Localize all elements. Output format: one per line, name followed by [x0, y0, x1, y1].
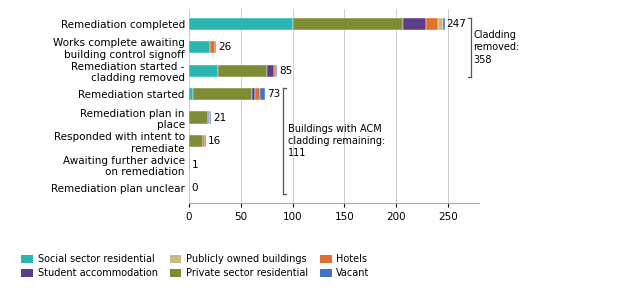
Text: 1: 1 — [192, 160, 198, 170]
Text: 16: 16 — [208, 136, 221, 146]
Text: Buildings with ACM
cladding remaining:
111: Buildings with ACM cladding remaining: 1… — [289, 124, 386, 158]
Bar — [218, 64, 266, 77]
Bar — [189, 111, 208, 124]
Bar — [266, 64, 274, 77]
Text: 73: 73 — [266, 89, 280, 99]
Bar — [193, 88, 252, 100]
Bar — [189, 64, 218, 77]
Bar — [260, 88, 265, 100]
Bar — [189, 17, 292, 30]
Bar — [438, 17, 442, 30]
Bar — [426, 17, 438, 30]
Text: Cladding
removed:
358: Cladding removed: 358 — [474, 30, 520, 65]
Bar — [203, 135, 205, 147]
Bar — [252, 88, 255, 100]
Bar — [442, 17, 445, 30]
Bar — [255, 88, 260, 100]
Bar — [189, 158, 190, 171]
Bar — [403, 17, 426, 30]
Bar — [189, 41, 210, 53]
Text: 85: 85 — [279, 66, 292, 76]
Bar — [274, 64, 276, 77]
Text: 26: 26 — [218, 42, 231, 52]
Bar — [189, 135, 203, 147]
Bar — [210, 41, 215, 53]
Text: 247: 247 — [447, 19, 467, 29]
Text: 21: 21 — [213, 113, 226, 123]
Bar — [292, 17, 403, 30]
Text: 0: 0 — [191, 183, 198, 193]
Legend: Social sector residential, Student accommodation, Publicly owned buildings, Priv: Social sector residential, Student accom… — [18, 251, 374, 282]
Bar — [189, 88, 193, 100]
Bar — [208, 111, 209, 124]
Bar — [209, 111, 210, 124]
Bar — [276, 64, 277, 77]
Bar — [215, 41, 216, 53]
